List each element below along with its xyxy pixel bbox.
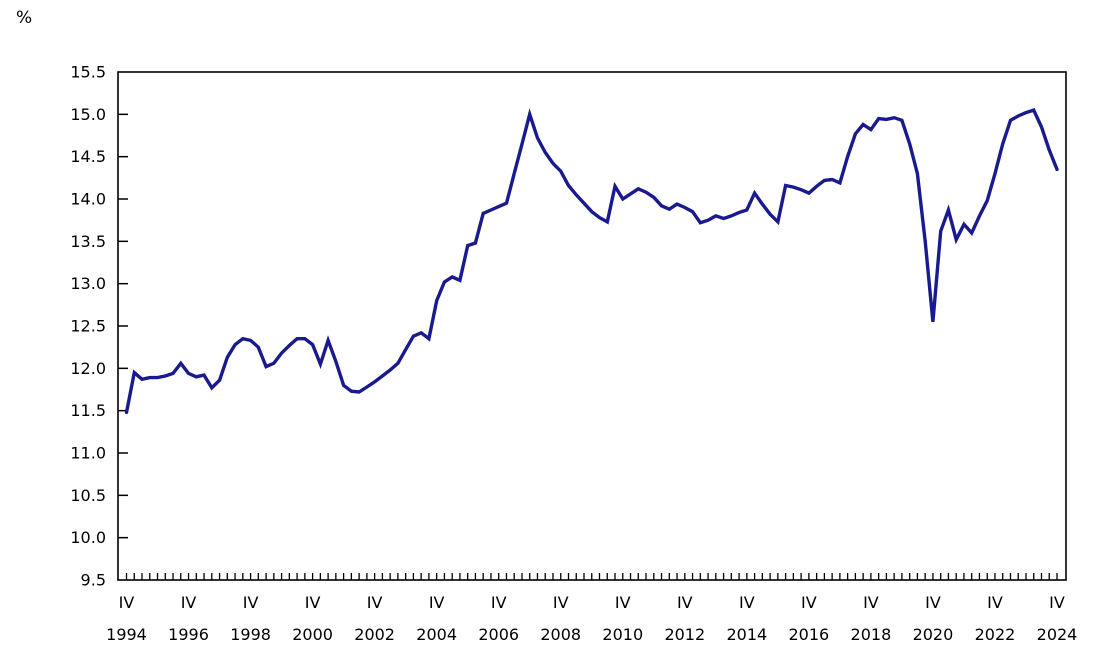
x-tick-quarter-label: IV bbox=[119, 593, 135, 612]
x-tick-quarter-label: IV bbox=[677, 593, 693, 612]
y-tick-label: 10.0 bbox=[70, 528, 106, 547]
plot-border bbox=[117, 71, 1067, 581]
x-tick-year-label: 2006 bbox=[478, 625, 519, 644]
x-tick-year-label: 2008 bbox=[540, 625, 581, 644]
x-tick-quarter-label: IV bbox=[181, 593, 197, 612]
x-tick-quarter-label: IV bbox=[305, 593, 321, 612]
x-tick-quarter-label: IV bbox=[553, 593, 569, 612]
y-tick-label: 13.5 bbox=[70, 232, 106, 251]
x-tick-quarter-label: IV bbox=[739, 593, 755, 612]
y-tick-label: 9.5 bbox=[81, 571, 106, 590]
x-tick-quarter-label: IV bbox=[863, 593, 879, 612]
y-tick-label: 11.0 bbox=[70, 444, 106, 463]
y-tick-label: 10.5 bbox=[70, 486, 106, 505]
y-tick-label: 11.5 bbox=[70, 401, 106, 420]
x-tick-quarter-label: IV bbox=[987, 593, 1003, 612]
x-tick-year-label: 1996 bbox=[168, 625, 209, 644]
y-tick-label: 12.5 bbox=[70, 317, 106, 336]
data-series-line bbox=[124, 108, 1059, 415]
y-axis-unit-label: % bbox=[16, 8, 33, 28]
x-tick-year-label: 2012 bbox=[664, 625, 705, 644]
x-tick-year-label: 2004 bbox=[416, 625, 457, 644]
x-tick-year-label: 2002 bbox=[354, 625, 395, 644]
x-tick-year-label: 2000 bbox=[292, 625, 333, 644]
x-tick-quarter-label: IV bbox=[925, 593, 941, 612]
x-tick-year-label: 2020 bbox=[913, 625, 954, 644]
y-tick-label: 15.0 bbox=[70, 105, 106, 124]
y-tick-label: 14.0 bbox=[70, 190, 106, 209]
x-tick-year-label: 2016 bbox=[789, 625, 830, 644]
x-tick-quarter-label: IV bbox=[429, 593, 445, 612]
x-tick-year-label: 2018 bbox=[851, 625, 892, 644]
y-tick-label: 14.5 bbox=[70, 147, 106, 166]
x-tick-year-label: 2024 bbox=[1037, 625, 1078, 644]
x-tick-quarter-label: IV bbox=[491, 593, 507, 612]
y-tick-label: 12.0 bbox=[70, 359, 106, 378]
y-tick-label: 15.5 bbox=[70, 63, 106, 82]
x-tick-quarter-label: IV bbox=[243, 593, 259, 612]
x-tick-year-label: 2010 bbox=[602, 625, 643, 644]
x-tick-quarter-label: IV bbox=[801, 593, 817, 612]
x-tick-year-label: 1998 bbox=[230, 625, 271, 644]
x-tick-year-label: 2022 bbox=[975, 625, 1016, 644]
x-tick-year-label: 2014 bbox=[726, 625, 767, 644]
x-tick-quarter-label: IV bbox=[1049, 593, 1065, 612]
x-tick-quarter-label: IV bbox=[367, 593, 383, 612]
y-tick-label: 13.0 bbox=[70, 274, 106, 293]
x-tick-year-label: 1994 bbox=[106, 625, 147, 644]
x-tick-quarter-label: IV bbox=[615, 593, 631, 612]
